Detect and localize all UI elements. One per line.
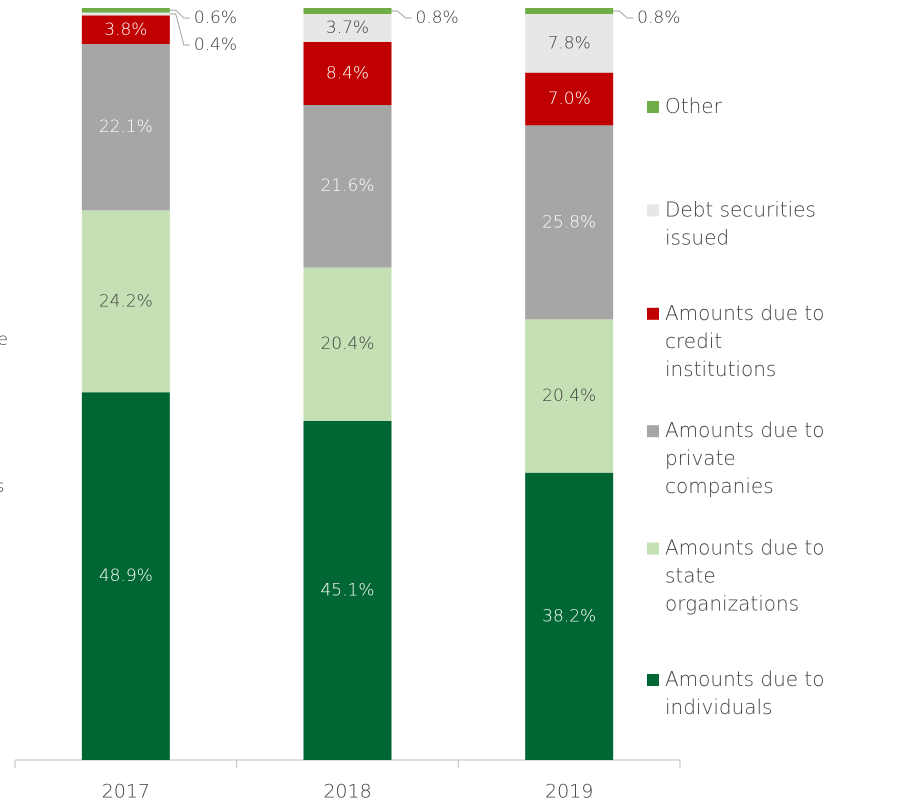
bar-segment (81, 210, 170, 393)
data-label: 8.4% (326, 63, 369, 83)
data-label: 22.1% (99, 117, 153, 137)
legend-swatch (647, 307, 659, 320)
legend-swatch (647, 542, 659, 555)
bar-segment (525, 8, 614, 15)
legend-label: Other (665, 94, 723, 118)
data-label: 7.0% (548, 89, 591, 109)
legend-swatch (647, 674, 659, 686)
data-label: 3.8% (104, 20, 147, 40)
data-label: 7.8% (548, 33, 591, 53)
annotation: ers (0, 477, 4, 497)
data-label: 0.4% (194, 35, 237, 55)
legend-label: Debt securities issued (665, 197, 822, 249)
legend-swatch (647, 425, 659, 438)
bar-segment (81, 8, 170, 13)
bar-segment (303, 41, 392, 106)
x-tick-label: 2017 (102, 781, 150, 799)
legend-label: Amounts due to individuals (665, 667, 831, 719)
bar-segment (81, 15, 170, 45)
data-label: 24.2% (99, 291, 153, 311)
bar-segment (81, 44, 170, 211)
bar-segment (303, 420, 392, 760)
bar-segment (303, 105, 392, 268)
x-tick-label: 2019 (545, 781, 593, 799)
bar-segment (303, 8, 392, 15)
legend-swatch (647, 204, 659, 217)
bar-segment (303, 14, 392, 42)
data-label: 0.8% (416, 8, 459, 28)
leader-line (169, 13, 190, 46)
bar-segment (81, 392, 170, 760)
leader-line (169, 9, 190, 19)
legend-label: Amounts due to state organizations (665, 535, 831, 615)
bar-segment (525, 125, 614, 320)
data-label: 25.8% (542, 212, 596, 232)
data-label: 48.9% (99, 566, 153, 586)
bar-segment (525, 14, 614, 73)
legend-label: Amounts due to credit institutions (665, 300, 831, 380)
bar-segment (525, 472, 614, 760)
bar-segment (525, 72, 614, 126)
data-label: 45.1% (320, 580, 374, 600)
bar-segment (525, 319, 614, 473)
data-label: 0.8% (637, 8, 680, 28)
legend-swatch (647, 101, 659, 113)
x-tick-label: 2018 (323, 781, 371, 799)
data-label: 20.4% (320, 334, 374, 354)
data-label: 38.2% (542, 606, 596, 626)
bar-segment (303, 267, 392, 421)
bar-segment (81, 12, 170, 16)
data-label: 3.7% (326, 18, 369, 38)
data-label: 20.4% (542, 386, 596, 406)
data-label: 21.6% (320, 176, 374, 196)
data-label: 0.6% (194, 8, 237, 28)
legend-label: Amounts due to private companies (665, 418, 831, 498)
leader-line (391, 10, 412, 19)
annotation: ble (0, 330, 8, 350)
leader-line (613, 10, 634, 19)
